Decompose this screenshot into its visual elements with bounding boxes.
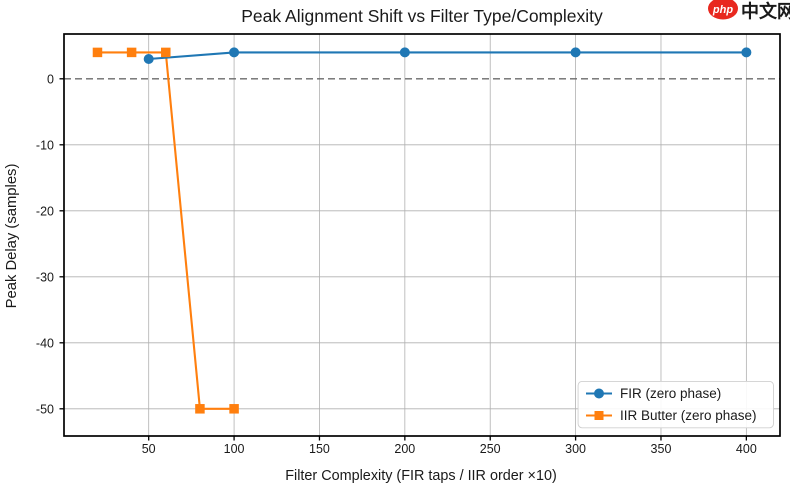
svg-text:100: 100 [224, 442, 245, 456]
svg-text:200: 200 [394, 442, 415, 456]
svg-text:-40: -40 [36, 336, 54, 350]
svg-text:中文网: 中文网 [741, 1, 790, 22]
svg-text:-10: -10 [36, 138, 54, 152]
svg-text:-50: -50 [36, 402, 54, 416]
svg-text:-30: -30 [36, 270, 54, 284]
svg-text:350: 350 [651, 442, 672, 456]
svg-text:Peak Alignment Shift vs Filter: Peak Alignment Shift vs Filter Type/Comp… [241, 6, 603, 26]
svg-text:50: 50 [142, 442, 156, 456]
svg-text:Filter Complexity (FIR taps /: Filter Complexity (FIR taps / IIR order … [285, 468, 557, 484]
svg-text:php: php [712, 4, 733, 16]
svg-text:300: 300 [565, 442, 586, 456]
svg-text:400: 400 [736, 442, 757, 456]
svg-text:FIR (zero phase): FIR (zero phase) [620, 386, 721, 401]
svg-text:Peak Delay (samples): Peak Delay (samples) [4, 164, 20, 309]
svg-text:150: 150 [309, 442, 330, 456]
svg-text:IIR Butter (zero phase): IIR Butter (zero phase) [620, 408, 757, 423]
svg-text:-20: -20 [36, 204, 54, 218]
svg-text:0: 0 [47, 72, 54, 86]
svg-text:250: 250 [480, 442, 501, 456]
